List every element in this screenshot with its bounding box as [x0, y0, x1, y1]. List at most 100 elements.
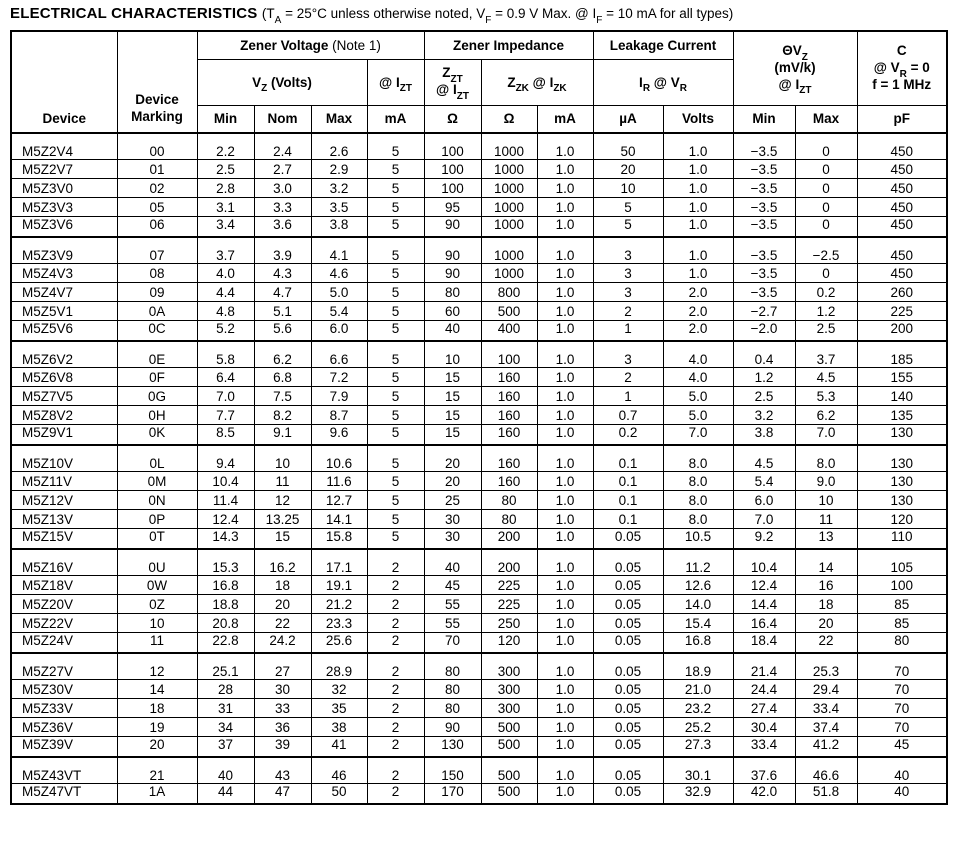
cell-vz-nom: 6.8 [253, 367, 312, 387]
cell-ir-ua: 5 [592, 216, 664, 238]
cell-vz-max: 25.6 [310, 632, 368, 654]
device-group-1: M5Z2V4 00 2.2 2.4 2.6 5 100 1000 1.0 50 1.0 −3.5 0 45… [10, 132, 948, 238]
cell-ir-ua: 10 [592, 178, 664, 198]
cell-izt-ma: 5 [366, 386, 425, 406]
cell-c-pf: 100 [856, 575, 948, 595]
cell-vz-min: 16.8 [196, 575, 255, 595]
cell-vz-max: 50 [310, 783, 368, 805]
cell-c-pf: 130 [856, 444, 948, 472]
cell-vz-min: 34 [196, 717, 255, 737]
table-row: M5Z20V 0Z 18.8 20 21.2 2 55 225 1.0 0.05 14.0 14.4 1… [10, 594, 948, 614]
cell-theta-vz-min: 9.2 [732, 528, 796, 550]
cell-ir-ua: 0.05 [592, 756, 664, 784]
cell-theta-vz-min: 4.5 [732, 444, 796, 472]
cell-zzk-ohm: 1000 [480, 236, 538, 264]
group-header-leakage-current: Leakage Current [592, 30, 734, 60]
table-row: M5Z24V 11 22.8 24.2 25.6 2 70 120 1.0 0.05 16.8 18.… [10, 632, 948, 654]
cell-zzk-ohm: 80 [480, 509, 538, 529]
unit-header-izk-ma: mA [536, 104, 594, 134]
cell-marking: 0F [116, 367, 198, 387]
cell-ir-ua: 0.05 [592, 548, 664, 576]
cell-c-pf: 70 [856, 717, 948, 737]
cell-izt-ma: 5 [366, 367, 425, 387]
cell-ir-ua: 0.05 [592, 528, 664, 550]
col-header-zzk-at-izk: ZZK @ IZK [480, 58, 594, 106]
cell-c-pf: 45 [856, 736, 948, 758]
cell-c-pf: 135 [856, 405, 948, 425]
table-row: M5Z4V3 08 4.0 4.3 4.6 5 90 1000 1.0 3 1.0 −3.5 0 450 [10, 263, 948, 283]
cell-vz-nom: 36 [253, 717, 312, 737]
cell-izt-ma: 5 [366, 405, 425, 425]
cell-zzk-ohm: 200 [480, 528, 538, 550]
cell-ir-ua: 0.05 [592, 575, 664, 595]
cell-izk-ma: 1.0 [536, 594, 594, 614]
cell-device: M5Z30V [10, 679, 118, 699]
cell-vr-volts: 8.0 [662, 444, 734, 472]
cell-ir-ua: 5 [592, 197, 664, 217]
cell-zzk-ohm: 100 [480, 340, 538, 368]
device-group-7: M5Z43VT 21 40 43 46 2 150 500 1.0 0.05 30.1 37.6 46.… [10, 756, 948, 805]
cell-izk-ma: 1.0 [536, 424, 594, 446]
table-row: M5Z3V0 02 2.8 3.0 3.2 5 100 1000 1.0 10 1.0 −3.5 0 45… [10, 178, 948, 198]
cell-vr-volts: 4.0 [662, 367, 734, 387]
cell-marking: 0E [116, 340, 198, 368]
cell-theta-vz-max: 6.2 [794, 405, 858, 425]
unit-header-ir-ua: µA [592, 104, 664, 134]
cell-theta-vz-min: 33.4 [732, 736, 796, 758]
cell-vz-nom: 20 [253, 594, 312, 614]
cell-vz-min: 37 [196, 736, 255, 758]
cell-vz-min: 11.4 [196, 490, 255, 510]
unit-header-zzk-ohm: Ω [480, 104, 538, 134]
cell-ir-ua: 0.7 [592, 405, 664, 425]
cell-c-pf: 105 [856, 548, 948, 576]
cell-vr-volts: 5.0 [662, 405, 734, 425]
cell-izt-ma: 5 [366, 340, 425, 368]
unit-header-theta-max: Max [794, 104, 858, 134]
cell-izt-ma: 2 [366, 632, 425, 654]
cell-vz-max: 15.8 [310, 528, 368, 550]
cell-izk-ma: 1.0 [536, 632, 594, 654]
cell-vz-max: 46 [310, 756, 368, 784]
cell-theta-vz-max: 2.5 [794, 320, 858, 342]
cell-theta-vz-max: 16 [794, 575, 858, 595]
cell-izt-ma: 2 [366, 652, 425, 680]
cell-vr-volts: 2.0 [662, 282, 734, 302]
table-row: M5Z22V 10 20.8 22 23.3 2 55 250 1.0 0.05 15.4 16.4 2… [10, 613, 948, 633]
cell-device: M5Z8V2 [10, 405, 118, 425]
table-row: M5Z7V5 0G 7.0 7.5 7.9 5 15 160 1.0 1 5.0 2.5 5.3 140 [10, 386, 948, 406]
cell-vz-min: 3.4 [196, 216, 255, 238]
cell-device: M5Z6V8 [10, 367, 118, 387]
cell-zzk-ohm: 80 [480, 490, 538, 510]
cell-izk-ma: 1.0 [536, 548, 594, 576]
cell-theta-vz-min: 0.4 [732, 340, 796, 368]
cell-marking: 00 [116, 132, 198, 160]
cell-marking: 05 [116, 197, 198, 217]
cell-zzt-ohm: 170 [423, 783, 482, 805]
page-title-condition: (TA = 25°C unless otherwise noted, VF = … [261, 6, 734, 26]
cell-vz-max: 17.1 [310, 548, 368, 576]
device-group-5: M5Z16V 0U 15.3 16.2 17.1 2 40 200 1.0 0.05 11.2 10.… [10, 548, 948, 654]
cell-vz-max: 7.9 [310, 386, 368, 406]
cell-marking: 0K [116, 424, 198, 446]
table-row: M5Z4V7 09 4.4 4.7 5.0 5 80 800 1.0 3 2.0 −3.5 0.2 260 [10, 282, 948, 302]
cell-vz-nom: 3.0 [253, 178, 312, 198]
cell-marking: 0U [116, 548, 198, 576]
cell-vr-volts: 18.9 [662, 652, 734, 680]
cell-zzk-ohm: 1000 [480, 178, 538, 198]
cell-vz-nom: 27 [253, 652, 312, 680]
cell-izk-ma: 1.0 [536, 717, 594, 737]
cell-izk-ma: 1.0 [536, 613, 594, 633]
group-header-theta-vz: ΘVZ (mV/k) @ IZT [732, 30, 858, 106]
table-row: M5Z10V 0L 9.4 10 10.6 5 20 160 1.0 0.1 8.0 4.5 8.0 13… [10, 444, 948, 472]
table-row: M5Z9V1 0K 8.5 9.1 9.6 5 15 160 1.0 0.2 7.0 3.8 7.0 13… [10, 424, 948, 446]
cell-theta-vz-max: 0.2 [794, 282, 858, 302]
cell-izk-ma: 1.0 [536, 216, 594, 238]
cell-marking: 0H [116, 405, 198, 425]
cell-vr-volts: 12.6 [662, 575, 734, 595]
cell-ir-ua: 50 [592, 132, 664, 160]
cell-izk-ma: 1.0 [536, 159, 594, 179]
cell-zzt-ohm: 40 [423, 320, 482, 342]
table-row: M5Z15V 0T 14.3 15 15.8 5 30 200 1.0 0.05 10.5 9.2 13… [10, 528, 948, 550]
cell-vz-min: 22.8 [196, 632, 255, 654]
cell-zzk-ohm: 1000 [480, 132, 538, 160]
